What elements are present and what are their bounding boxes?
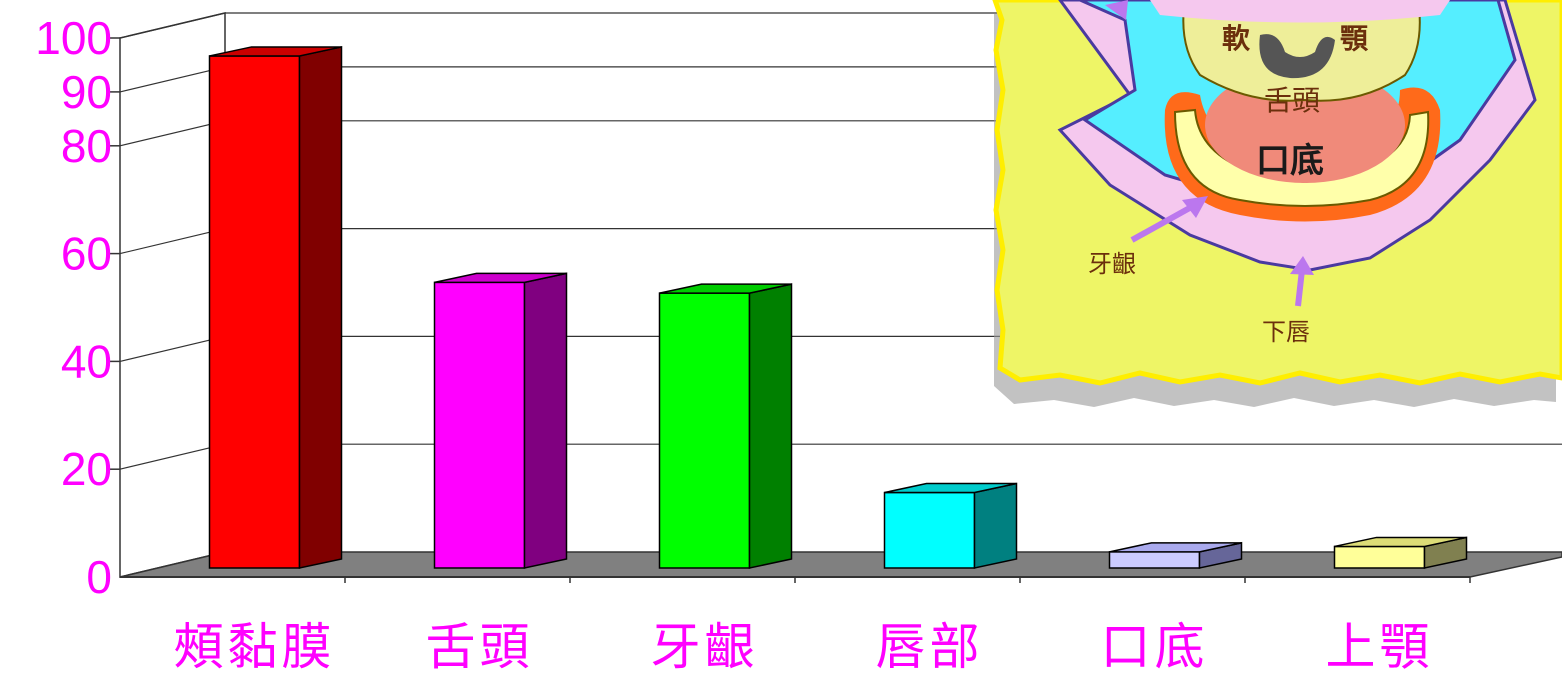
y-tick-label: 60 xyxy=(61,228,112,280)
bar xyxy=(1108,541,1243,569)
arrow-to-lower-lip-head xyxy=(1290,256,1314,275)
bar-side xyxy=(973,482,1018,569)
arrow-to-gum xyxy=(1130,202,1197,243)
bar-top xyxy=(1334,536,1467,548)
soft-palate-shape xyxy=(1182,0,1421,102)
label-soft-palate-1: 軟 xyxy=(1222,22,1251,55)
y-tick-label: 0 xyxy=(86,551,112,603)
bar-front xyxy=(1333,545,1426,569)
bar-top xyxy=(1109,542,1242,553)
x-category-label: 頰黏膜 xyxy=(174,618,336,674)
label-soft-palate-2: 顎 xyxy=(1340,22,1369,55)
bar xyxy=(658,283,793,569)
x-category-label: 口底 xyxy=(1101,618,1209,674)
bar xyxy=(883,482,1018,569)
bar xyxy=(1333,536,1468,569)
uvula-shape xyxy=(1259,34,1335,79)
bar-top xyxy=(434,272,567,284)
bar-front xyxy=(1108,551,1201,569)
label-lower-lip: 下唇 xyxy=(1262,318,1310,346)
x-category-label: 舌頭 xyxy=(426,618,534,674)
arrow-top-left xyxy=(1105,0,1128,20)
bar-top xyxy=(209,46,342,57)
illustration-arrows xyxy=(1105,0,1314,307)
bar-side xyxy=(523,272,568,569)
bar xyxy=(433,272,568,569)
y-tick-label: 90 xyxy=(61,66,112,118)
bar-side xyxy=(748,283,793,569)
y-tick-label: 80 xyxy=(61,120,112,172)
bar-side xyxy=(298,46,343,569)
arrow-to-lower-lip xyxy=(1295,269,1305,307)
x-axis-category-labels: 頰黏膜 舌頭 牙齦 唇部 口底 上顎 xyxy=(174,618,1434,674)
arrow-to-gum-head xyxy=(1182,196,1208,218)
y-tick-label: 20 xyxy=(61,443,112,495)
bar xyxy=(208,46,343,569)
bar-front xyxy=(433,281,526,569)
bar-front xyxy=(208,55,301,569)
x-category-label: 上顎 xyxy=(1326,618,1434,674)
y-tick-label: 100 xyxy=(35,12,112,64)
upper-lip-edge xyxy=(1150,0,1450,23)
x-category-label: 牙齦 xyxy=(651,618,759,674)
bar-front xyxy=(658,292,751,569)
bars xyxy=(208,46,1468,569)
label-tongue: 舌頭 xyxy=(1264,84,1320,117)
label-gum: 牙齦 xyxy=(1088,250,1136,278)
label-floor-of-mouth: 口底 xyxy=(1256,141,1324,181)
bar-top xyxy=(659,283,792,294)
x-category-label: 唇部 xyxy=(876,618,984,674)
y-tick-label: 40 xyxy=(61,335,112,387)
bar-front xyxy=(883,491,976,569)
bar-top xyxy=(884,482,1017,494)
oral-cavity-illustration: 軟 顎 舌頭 口底 牙齦 下唇 xyxy=(992,0,1562,407)
